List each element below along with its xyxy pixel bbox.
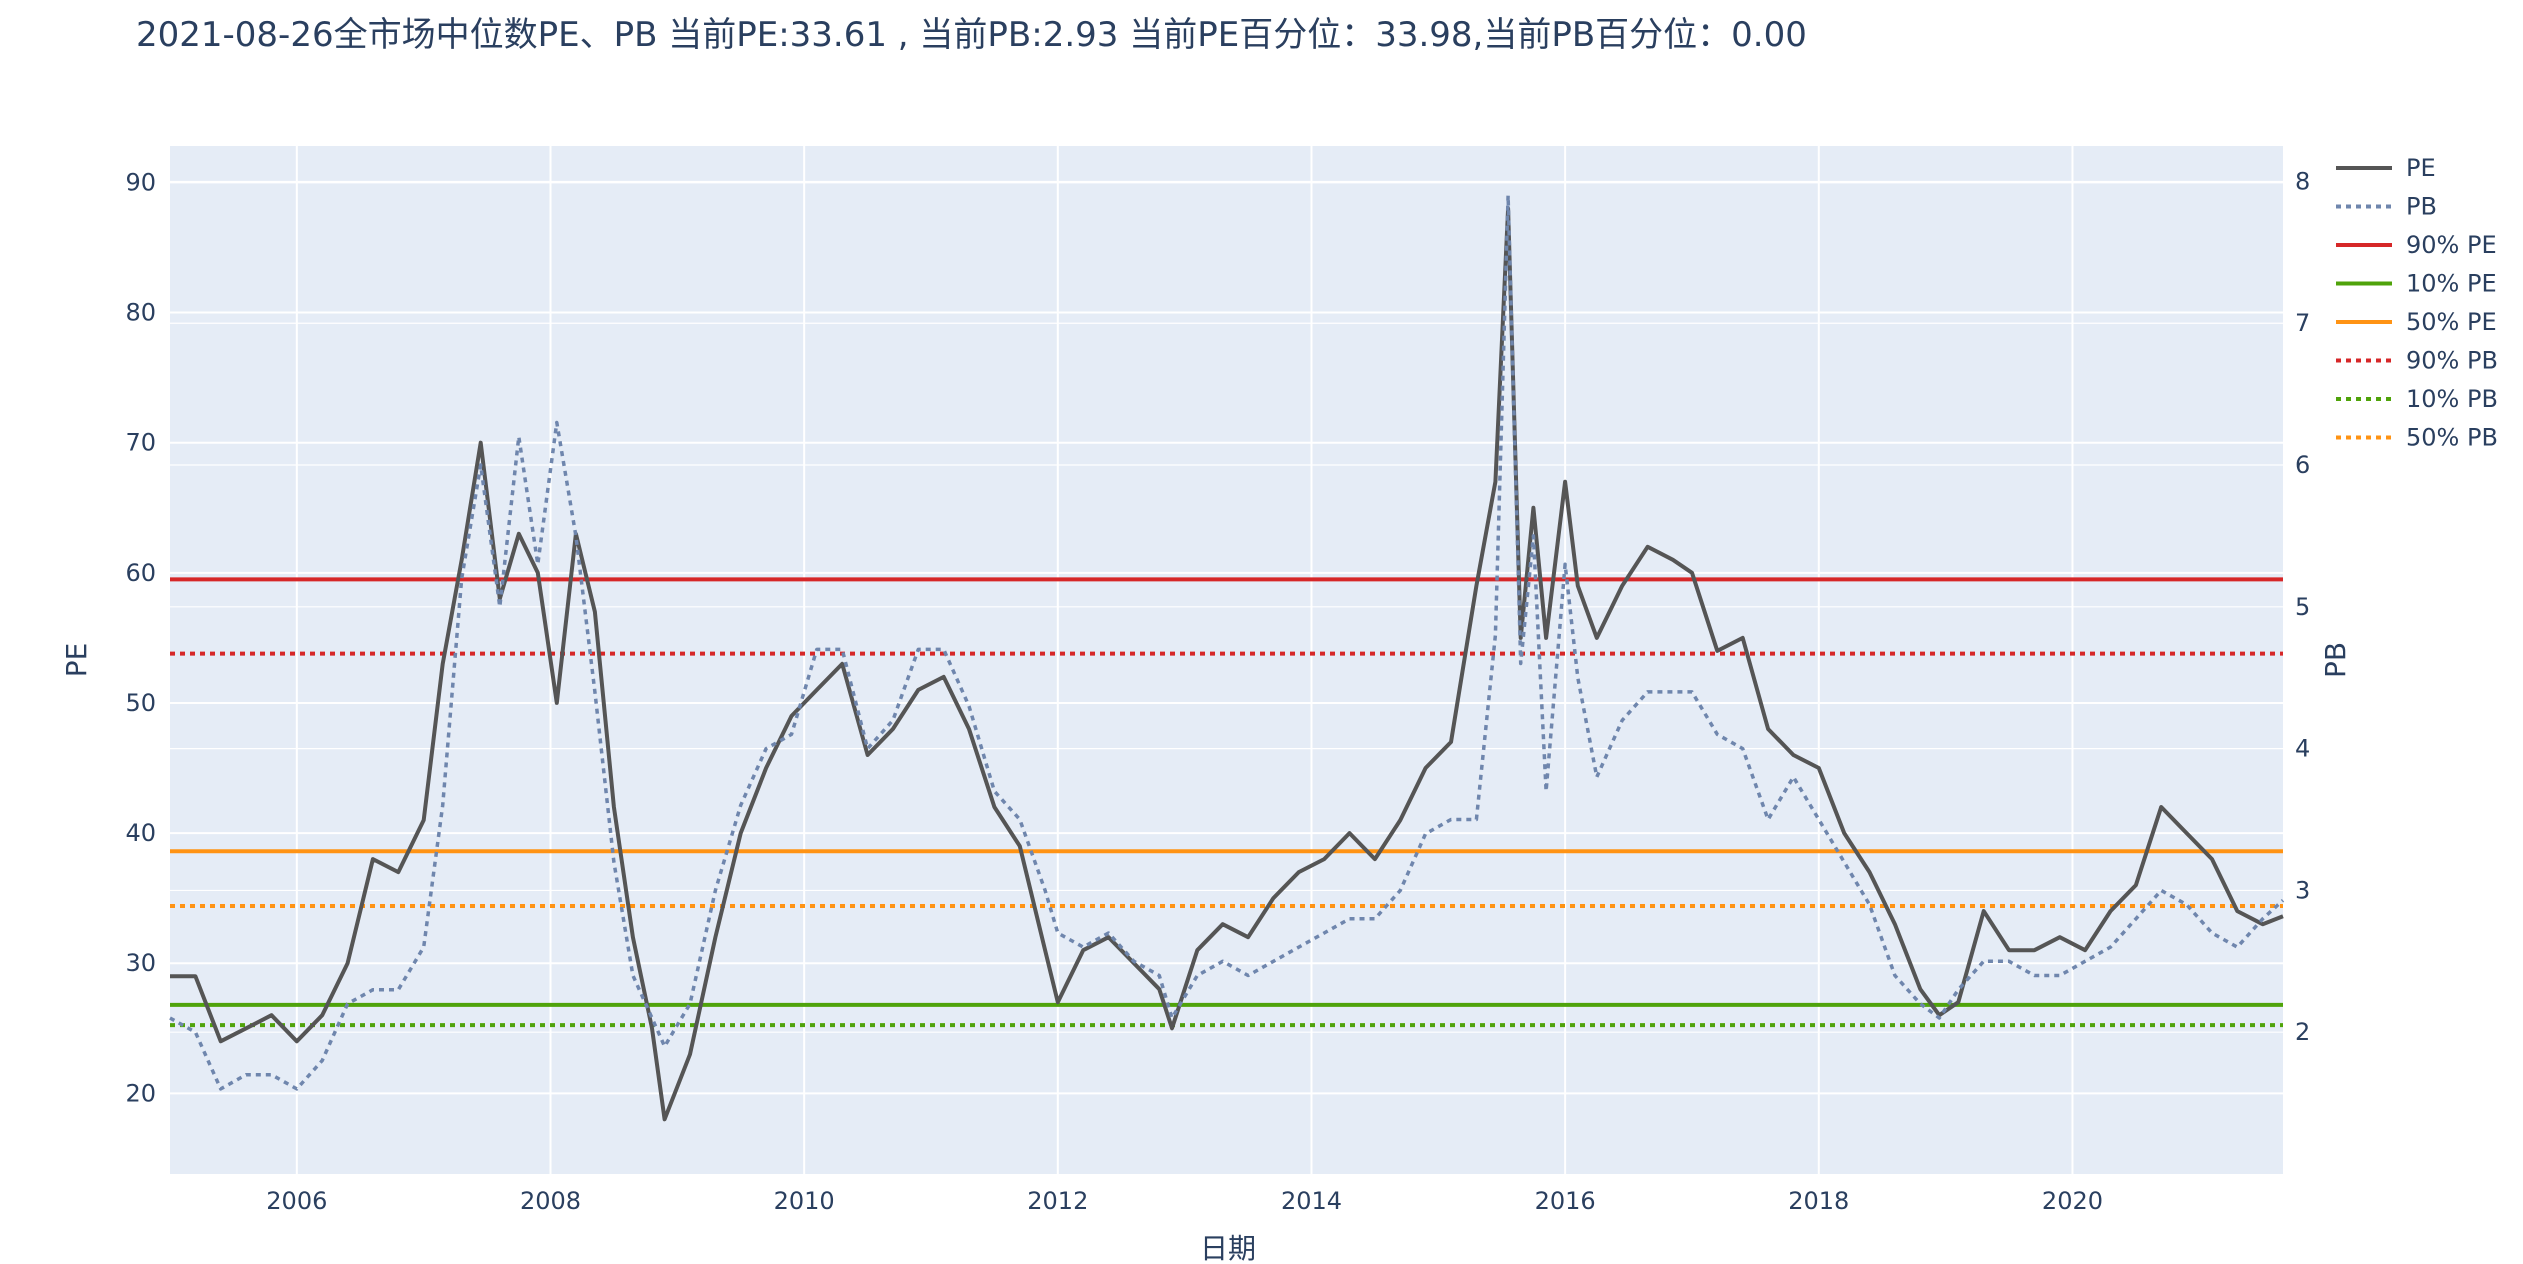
y-right-tick-label: 2 [2295, 1018, 2310, 1046]
y-left-axis-title: PE [60, 643, 93, 678]
legend-item-label: 10% PE [2406, 270, 2497, 298]
x-tick-label: 2020 [2042, 1187, 2103, 1215]
x-tick-label: 2014 [1281, 1187, 1342, 1215]
y-left-tick-label: 80 [125, 299, 156, 327]
y-right-tick-label: 8 [2295, 167, 2310, 195]
legend-item-label: 90% PB [2406, 347, 2498, 375]
legend: PE PB 90% PE 10% PE 50% PE 90% PB 10% PB 50% PB [2336, 154, 2498, 452]
y-right-tick-label: 4 [2295, 735, 2310, 763]
x-tick-label: 2006 [266, 1187, 327, 1215]
series-line-pb [169, 193, 2285, 1091]
legend-item-label: 10% PB [2406, 385, 2498, 413]
x-tick-label: 2012 [1027, 1187, 1088, 1215]
series-line-pe [170, 206, 2284, 1122]
y-right-tick-label: 5 [2295, 593, 2310, 621]
series-lines [169, 193, 2285, 1122]
y-left-tick-label: 50 [125, 689, 156, 717]
tick-labels: 2006 2008 2010 2012 2014 2016 2018 202020304050… [125, 167, 2310, 1215]
grid-lines [170, 146, 2283, 1174]
y-right-tick-label: 3 [2295, 876, 2310, 904]
y-left-tick-label: 40 [125, 819, 156, 847]
legend-item-label: 90% PE [2406, 231, 2497, 259]
x-tick-label: 2018 [1788, 1187, 1849, 1215]
chart-title: 2021-08-26全市场中位数PE、PB 当前PE:33.61 , 当前PB:… [136, 15, 1807, 55]
y-left-tick-label: 60 [125, 559, 156, 587]
y-right-axis-title: PB [2319, 642, 2352, 678]
x-axis-title: 日期 [1200, 1232, 1256, 1264]
y-right-tick-label: 6 [2295, 451, 2310, 479]
legend-item-label: PE [2406, 154, 2436, 182]
x-tick-label: 2008 [520, 1187, 581, 1215]
x-tick-label: 2016 [1535, 1187, 1596, 1215]
y-left-tick-label: 90 [125, 168, 156, 196]
plot-area [170, 146, 2283, 1174]
y-left-tick-label: 30 [125, 949, 156, 977]
y-left-tick-label: 20 [125, 1079, 156, 1107]
x-tick-label: 2010 [774, 1187, 835, 1215]
legend-item-label: 50% PB [2406, 424, 2498, 452]
legend-item-label: 50% PE [2406, 308, 2497, 336]
legend-item-label: PB [2406, 193, 2437, 221]
y-right-tick-label: 7 [2295, 309, 2310, 337]
y-left-tick-label: 70 [125, 429, 156, 457]
